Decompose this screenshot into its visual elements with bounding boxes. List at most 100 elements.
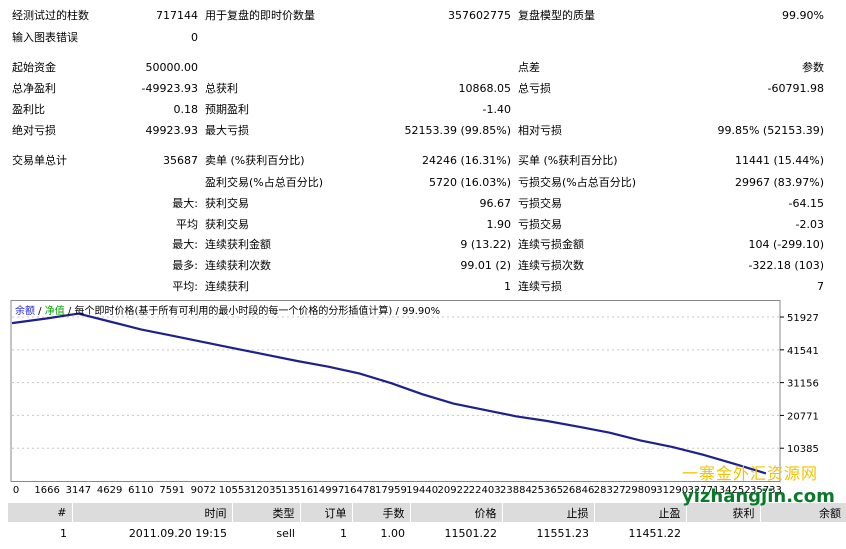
plot-area-border xyxy=(10,300,781,482)
report-value: 1 xyxy=(504,280,511,293)
report-value: 24246 (16.31%) xyxy=(421,154,511,167)
legend-separator: / xyxy=(35,306,45,317)
report-label: 平均 xyxy=(176,218,198,231)
report-label: 经测试过的柱数 xyxy=(12,9,89,22)
report-label: 连续获利 xyxy=(205,280,249,293)
report-label: 预期盈利 xyxy=(205,103,249,116)
watermark: 一寨金外汇资源网 yizhangjin.com xyxy=(682,460,842,507)
report-label: 盈利比 xyxy=(12,103,45,116)
x-tick-label: 6110 xyxy=(128,485,154,496)
report-label: 获利交易 xyxy=(205,218,249,231)
x-axis: 0 1666 3147 4629 6110 7591 9072 10553 12035 13516… xyxy=(0,482,846,500)
x-tick-label: 31290 xyxy=(656,485,689,496)
x-tick-label: 35733 xyxy=(750,485,782,496)
table-cell: 1.00 xyxy=(380,526,406,540)
report-label: 卖单 (%获利百分比) xyxy=(205,154,305,167)
report-label: 相对亏损 xyxy=(518,124,562,137)
report-value: 35687 xyxy=(163,154,198,167)
y-tick-label: 41541 xyxy=(787,346,819,357)
x-tick-label: 25365 xyxy=(531,485,564,496)
report-summary: 经测试过的柱数 717144 用于复盘的即时价数量 357602775 复盘模型的质量 9… xyxy=(12,9,824,293)
column-header[interactable]: 类型 xyxy=(232,503,301,522)
column-header[interactable]: 时间 xyxy=(72,503,233,522)
report-label: 亏损交易 xyxy=(518,197,562,210)
report-value: 99.01 (2) xyxy=(460,259,511,272)
x-tick-label: 34252 xyxy=(718,485,751,496)
y-tick-label: 10385 xyxy=(787,444,819,455)
column-header[interactable]: 价格 xyxy=(410,503,503,522)
table-cell xyxy=(686,522,760,544)
report-value: 49923.93 xyxy=(145,124,199,137)
x-tick-label: 7591 xyxy=(159,485,185,496)
balance-series-line xyxy=(11,312,767,475)
x-tick-label: 23884 xyxy=(500,485,532,496)
table-cell: sell xyxy=(276,526,295,540)
report-label: 亏损交易 xyxy=(518,218,562,231)
report-value: 0 xyxy=(191,31,198,44)
x-tick-label: 28327 xyxy=(593,485,626,496)
report-label: 连续获利次数 xyxy=(205,259,271,272)
x-tick-label: 17959 xyxy=(375,485,407,496)
report-value: 1.90 xyxy=(486,218,512,231)
x-tick-label: 16478 xyxy=(343,485,376,496)
report-value: 11441 (15.44%) xyxy=(734,154,824,167)
report-label: 起始资金 xyxy=(12,61,56,74)
report-value: -60791.98 xyxy=(767,82,824,95)
report-label: 复盘模型的质量 xyxy=(518,9,595,22)
legend-equity: 净值 xyxy=(45,304,65,317)
watermark-url: yizhangjin.com xyxy=(682,486,835,507)
report-value: 50000.00 xyxy=(145,61,199,74)
report-label: 输入图表错误 xyxy=(12,31,78,44)
report-label: 平均: xyxy=(172,280,198,293)
column-header[interactable]: 手数 xyxy=(352,503,411,522)
report-label: 买单 (%获利百分比) xyxy=(518,154,618,167)
table-header-row: # 时间 类型 订单 手数 价格 止损 止盈 获利 余额 xyxy=(8,503,846,522)
x-tick-label: 26846 xyxy=(562,485,595,496)
column-header[interactable]: 获利 xyxy=(686,503,761,522)
x-tick-label: 3147 xyxy=(65,485,92,496)
report-label: 总净盈利 xyxy=(12,82,56,95)
report-label: 连续亏损次数 xyxy=(518,259,584,272)
report-label: 最大亏损 xyxy=(205,124,249,137)
y-tick-label: 51927 xyxy=(787,313,819,324)
report-label: 总获利 xyxy=(205,82,238,95)
x-tick-label: 19440 xyxy=(406,485,439,496)
legend-separator: / xyxy=(392,306,402,317)
column-header[interactable]: 订单 xyxy=(300,503,353,522)
report-value: -49923.93 xyxy=(141,82,198,95)
x-tick-label: 1666 xyxy=(34,485,60,496)
report-value: 5720 (16.03%) xyxy=(428,176,511,189)
legend-balance: 余额 xyxy=(15,304,35,317)
report-label: 最多: xyxy=(172,259,198,272)
table-cell: 2011.09.20 19:15 xyxy=(128,526,227,540)
x-tick-label: 4629 xyxy=(96,485,123,496)
report-label: 最大: xyxy=(172,197,198,210)
x-tick-label: 29809 xyxy=(625,485,657,496)
report-value: 96.67 xyxy=(479,197,512,210)
column-header[interactable]: 止损 xyxy=(502,503,595,522)
report-label: 最大: xyxy=(172,238,198,251)
report-label: 获利交易 xyxy=(205,197,249,210)
table-row[interactable]: 1 2011.09.20 19:15 sell 1 1.00 11501.22 11551.… xyxy=(8,522,846,544)
report-label: 交易单总计 xyxy=(12,154,67,167)
table-cell: 11451.22 xyxy=(628,526,682,540)
x-tick-label: 12035 xyxy=(250,485,282,496)
report-value: 7 xyxy=(817,280,824,293)
y-tick-label: 20771 xyxy=(787,411,819,422)
column-header[interactable]: 余额 xyxy=(760,503,846,522)
report-value: 52153.39 (99.85%) xyxy=(404,124,511,137)
report-value: 99.85% (52153.39) xyxy=(717,124,824,137)
column-header[interactable]: 止盈 xyxy=(594,503,687,522)
report-label: 绝对亏损 xyxy=(12,124,56,137)
column-header[interactable]: # xyxy=(8,503,73,522)
report-value: 0.18 xyxy=(173,103,199,116)
report-value: 10868.05 xyxy=(458,82,512,95)
balance-chart: 51927 41541 31156 20771 10385 余额 / 净值 / 每个即时… xyxy=(10,300,819,482)
table-cell: 1 xyxy=(340,526,347,540)
x-tick-label: 9072 xyxy=(190,485,217,496)
report-value: -2.03 xyxy=(795,218,824,231)
series-lines xyxy=(11,312,767,475)
x-tick-label: 10553 xyxy=(218,485,251,496)
report-label: 用于复盘的即时价数量 xyxy=(205,9,315,22)
table-cell: 11551.23 xyxy=(536,526,590,540)
